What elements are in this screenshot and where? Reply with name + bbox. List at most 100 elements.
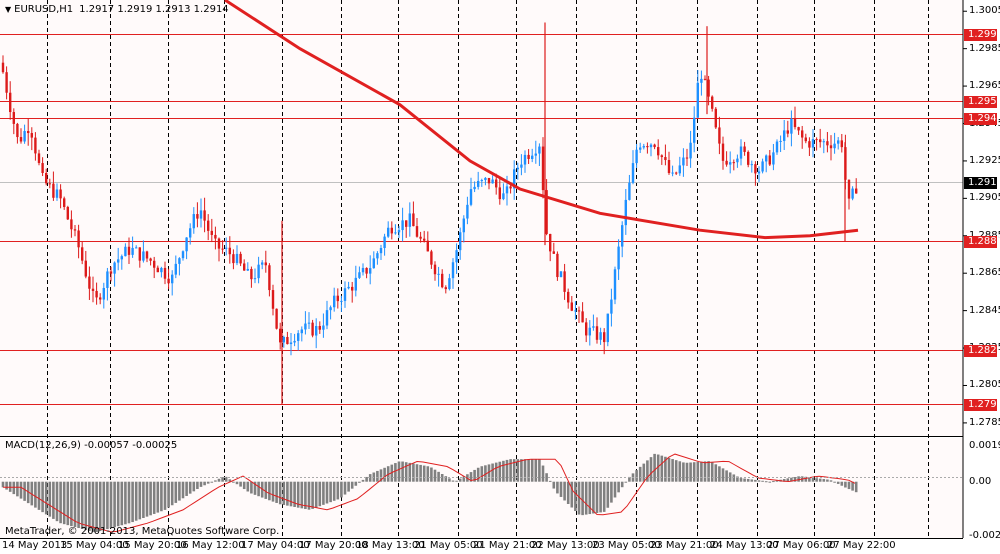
candle-body bbox=[617, 246, 620, 270]
macd-bar bbox=[484, 465, 487, 482]
candle-body bbox=[246, 268, 249, 271]
candle-body bbox=[279, 328, 282, 343]
chart-header[interactable]: ▼ EURUSD,H1 1.2917 1.2919 1.2913 1.2914 bbox=[5, 4, 229, 16]
macd-bar bbox=[509, 459, 512, 482]
candle-body bbox=[487, 177, 491, 184]
macd-bar bbox=[728, 472, 732, 482]
macd-bar bbox=[34, 481, 37, 508]
macd-bar bbox=[138, 481, 142, 520]
candle-body bbox=[369, 268, 372, 274]
candle-body bbox=[495, 179, 498, 188]
macd-bar bbox=[318, 481, 322, 507]
macd-label: MACD(12,26,9) -0.00057 -0.00025 bbox=[5, 440, 178, 451]
macd-bar bbox=[124, 481, 127, 525]
macd-bar bbox=[505, 459, 509, 482]
collapse-triangle-icon[interactable]: ▼ bbox=[5, 5, 12, 14]
macd-bar bbox=[242, 481, 246, 490]
macd-bar bbox=[754, 479, 757, 482]
candle-body bbox=[181, 251, 185, 259]
candle-body bbox=[84, 260, 87, 277]
macd-bar bbox=[494, 462, 498, 482]
macd-bar bbox=[671, 459, 674, 482]
candle-body bbox=[520, 164, 523, 168]
candle-body bbox=[300, 329, 303, 334]
macd-bar bbox=[343, 481, 347, 495]
candle-body bbox=[613, 269, 617, 300]
macd-bar bbox=[512, 459, 516, 482]
candle-body bbox=[664, 157, 667, 161]
candle-body bbox=[649, 144, 653, 148]
candle-body bbox=[59, 189, 62, 199]
candle-body bbox=[63, 198, 66, 207]
time-axis-label: 21 May 05:00 bbox=[414, 540, 483, 551]
candle-body bbox=[480, 180, 483, 182]
price-tick-label: 1.2865 bbox=[969, 267, 1000, 279]
macd-bar bbox=[217, 478, 221, 482]
candle-body bbox=[765, 155, 768, 162]
macd-bar bbox=[145, 481, 149, 517]
macd-bar bbox=[296, 481, 300, 508]
macd-bar bbox=[253, 481, 257, 495]
macd-bar bbox=[214, 480, 217, 482]
macd-bar bbox=[556, 481, 559, 494]
candle-body bbox=[102, 287, 105, 300]
candle-body bbox=[145, 251, 149, 259]
macd-bar bbox=[829, 480, 833, 482]
candle-body bbox=[646, 146, 649, 148]
macd-bar bbox=[646, 460, 649, 482]
macd-bar bbox=[152, 481, 156, 514]
price-tick-label: 1.2925 bbox=[969, 154, 1000, 166]
macd-bar bbox=[696, 461, 700, 482]
macd-bar bbox=[73, 481, 77, 528]
macd-bar bbox=[221, 477, 224, 482]
macd-bar bbox=[8, 481, 12, 492]
macd-bar bbox=[736, 476, 739, 482]
macd-bar bbox=[239, 481, 242, 487]
macd-bar bbox=[678, 461, 682, 482]
macd-bar bbox=[354, 481, 358, 486]
macd-bar bbox=[397, 461, 401, 482]
candle-body bbox=[455, 250, 458, 263]
macd-bar bbox=[538, 459, 541, 482]
candle-body bbox=[779, 140, 782, 142]
macd-bar bbox=[379, 469, 383, 482]
macd-bar bbox=[59, 481, 62, 524]
candle-body bbox=[531, 155, 534, 159]
macd-bar bbox=[440, 474, 444, 482]
macd-bar bbox=[160, 481, 163, 512]
candle-body bbox=[466, 204, 469, 219]
macd-bar bbox=[444, 476, 448, 482]
macd-bar bbox=[77, 481, 80, 529]
candle-body bbox=[27, 131, 30, 134]
macd-bar bbox=[322, 481, 325, 505]
candle-body bbox=[678, 165, 681, 174]
copyright-text: MetaTrader, © 2001-2013, MetaQuotes Soft… bbox=[5, 526, 280, 537]
macd-bar bbox=[818, 478, 822, 482]
macd-bar bbox=[167, 481, 170, 508]
candle-body bbox=[545, 190, 548, 234]
candle-body bbox=[171, 274, 174, 284]
macd-bar bbox=[451, 480, 455, 482]
candle-body bbox=[837, 140, 840, 144]
macd-bar bbox=[570, 481, 574, 508]
macd-bar bbox=[822, 479, 826, 482]
macd-bar bbox=[782, 479, 786, 482]
candle-body bbox=[757, 171, 761, 174]
macd-bar bbox=[548, 480, 552, 482]
macd-bar bbox=[815, 478, 818, 482]
macd-bar bbox=[707, 461, 710, 482]
candle-body bbox=[423, 238, 426, 241]
candle-body bbox=[761, 161, 764, 172]
macd-bar bbox=[541, 465, 545, 482]
candle-body bbox=[747, 151, 750, 165]
symbol-label: EURUSD,H1 bbox=[14, 4, 74, 15]
macd-bar bbox=[685, 462, 689, 482]
candle-body bbox=[624, 199, 627, 226]
time-axis-label: 23 May 21:00 bbox=[650, 540, 719, 551]
macd-bar bbox=[332, 481, 336, 501]
candle-body bbox=[289, 342, 293, 345]
candle-body bbox=[628, 182, 631, 200]
candle-body bbox=[235, 253, 239, 264]
macd-bar bbox=[415, 464, 419, 482]
